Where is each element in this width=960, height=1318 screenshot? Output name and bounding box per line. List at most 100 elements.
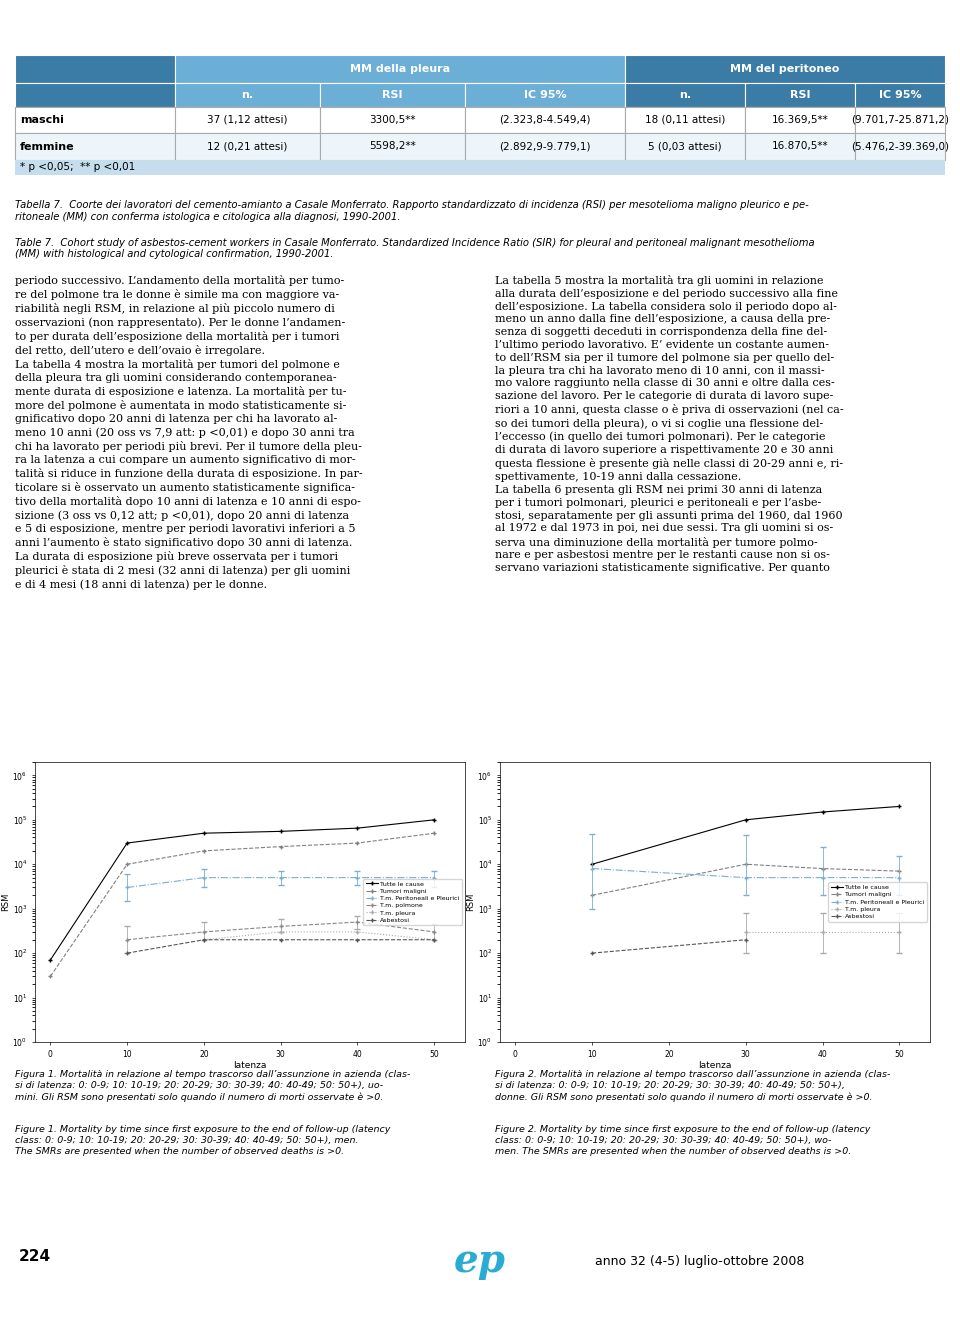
Text: * p <0,05;  ** p <0,01: * p <0,05; ** p <0,01 (20, 162, 135, 173)
Line: T.m. pleura: T.m. pleura (744, 929, 901, 934)
Bar (625, 83, 745, 107)
Bar (15, 159, 945, 175)
T.m. Peritoneali e Pleurici (740, 870, 752, 886)
Text: Table 7.  Cohort study of asbestos-cement workers in Casale Monferrato. Standard: Table 7. Cohort study of asbestos-cement… (15, 237, 815, 260)
Text: 12 (0,21 attesi): 12 (0,21 attesi) (207, 141, 288, 152)
Text: 3300,5**: 3300,5** (370, 115, 416, 125)
Bar (745, 133, 855, 159)
Bar (855, 133, 945, 159)
Tumori maligni (121, 857, 132, 873)
Line: T.m. polmone: T.m. polmone (125, 920, 437, 942)
Bar (15, 133, 175, 159)
Tumori maligni (198, 844, 209, 859)
Tutte le cause (198, 825, 209, 841)
Tutte le cause (428, 812, 440, 828)
T.m. polmone (121, 932, 132, 948)
Text: IC 95%: IC 95% (524, 90, 566, 100)
Text: (2.892,9-9.779,1): (2.892,9-9.779,1) (499, 141, 590, 152)
T.m. Peritoneali e Pleurici (428, 870, 440, 886)
Legend: Tutte le cause, Tumori maligni, T.m. Peritoneali e Pleurici, T.m. pleura, Asbest: Tutte le cause, Tumori maligni, T.m. Per… (828, 882, 926, 921)
Bar (625, 107, 745, 133)
Tutte le cause (351, 820, 363, 836)
Bar (625, 133, 745, 159)
Bar (855, 107, 945, 133)
Legend: Tutte le cause, Tumori maligni, T.m. Peritoneali e Pleurici, T.m. polmone, T.m. : Tutte le cause, Tumori maligni, T.m. Per… (363, 879, 462, 925)
Tumori maligni (44, 969, 56, 985)
Tutte le cause (44, 952, 56, 967)
Bar (15, 55, 175, 83)
Line: T.m. Peritoneali e Pleurici: T.m. Peritoneali e Pleurici (125, 875, 437, 890)
Tumori maligni (740, 857, 752, 873)
Text: (5.476,2-39.369,0): (5.476,2-39.369,0) (851, 141, 949, 152)
Tumori maligni (894, 863, 905, 879)
Asbestosi (121, 945, 132, 961)
Bar (625, 55, 945, 83)
Bar (320, 107, 465, 133)
Text: 224: 224 (19, 1248, 51, 1264)
Text: periodo successivo. L’andamento della mortalità per tumo-
re del polmone tra le : periodo successivo. L’andamento della mo… (15, 275, 363, 589)
T.m. polmone (198, 924, 209, 940)
T.m. Peritoneali e Pleurici (198, 870, 209, 886)
Text: 5 (0,03 attesi): 5 (0,03 attesi) (648, 141, 722, 152)
Text: n.: n. (679, 90, 691, 100)
Bar (175, 133, 320, 159)
Text: RSI: RSI (790, 90, 810, 100)
Text: maschi: maschi (20, 115, 64, 125)
Line: Asbestosi: Asbestosi (590, 937, 748, 956)
Line: Tumori maligni: Tumori maligni (48, 832, 437, 978)
T.m. pleura (351, 924, 363, 940)
Tumori maligni (275, 838, 286, 854)
Bar (15, 83, 175, 107)
T.m. polmone (351, 915, 363, 931)
Y-axis label: RSM: RSM (466, 892, 474, 911)
Text: femmine: femmine (20, 141, 75, 152)
Text: RSI: RSI (382, 90, 403, 100)
T.m. Peritoneali e Pleurici (275, 870, 286, 886)
Line: Tumori maligni: Tumori maligni (590, 862, 901, 898)
Bar (175, 55, 625, 83)
Y-axis label: RSM: RSM (1, 892, 10, 911)
T.m. polmone (275, 919, 286, 934)
Line: Tutte le cause: Tutte le cause (48, 817, 437, 962)
Line: T.m. pleura: T.m. pleura (202, 929, 437, 942)
Text: 16.870,5**: 16.870,5** (772, 141, 828, 152)
Text: La tabella 5 mostra la mortalità tra gli uomini in relazione
alla durata dell’es: La tabella 5 mostra la mortalità tra gli… (495, 275, 844, 573)
Bar (465, 133, 625, 159)
Text: MM del peritoneo: MM del peritoneo (731, 65, 840, 74)
Text: Figura 1. Mortalità in relazione al tempo trascorso dall’assunzione in azienda (: Figura 1. Mortalità in relazione al temp… (15, 1070, 410, 1102)
Text: Tabella 7.  Coorte dei lavoratori del cemento-amianto a Casale Monferrato. Rappo: Tabella 7. Coorte dei lavoratori del cem… (15, 200, 808, 221)
Asbestosi (740, 932, 752, 948)
Bar (465, 107, 625, 133)
Text: MM della pleura: MM della pleura (350, 65, 450, 74)
Tumori maligni (587, 887, 598, 903)
T.m. pleura (894, 924, 905, 940)
Line: Asbestosi: Asbestosi (125, 937, 437, 956)
Text: Figure 1. Mortality by time since first exposure to the end of follow-up (latenc: Figure 1. Mortality by time since first … (15, 1126, 391, 1156)
X-axis label: latenza: latenza (698, 1061, 732, 1070)
Asbestosi (351, 932, 363, 948)
Text: 5598,2**: 5598,2** (370, 141, 416, 152)
T.m. pleura (275, 924, 286, 940)
Bar (320, 133, 465, 159)
Line: Tutte le cause: Tutte le cause (590, 804, 901, 866)
Bar (15, 107, 175, 133)
Text: anno 32 (4-5) luglio-ottobre 2008: anno 32 (4-5) luglio-ottobre 2008 (595, 1255, 804, 1268)
Tutte le cause (894, 799, 905, 815)
Tumori maligni (428, 825, 440, 841)
Line: T.m. Peritoneali e Pleurici: T.m. Peritoneali e Pleurici (590, 866, 901, 879)
Text: Figura 2. Mortalità in relazione al tempo trascorso dall’assunzione in azienda (: Figura 2. Mortalità in relazione al temp… (495, 1070, 890, 1102)
T.m. pleura (198, 932, 209, 948)
Asbestosi (428, 932, 440, 948)
T.m. pleura (817, 924, 828, 940)
Text: IC 95%: IC 95% (878, 90, 922, 100)
T.m. Peritoneali e Pleurici (351, 870, 363, 886)
Asbestosi (198, 932, 209, 948)
Bar (320, 83, 465, 107)
Tumori maligni (351, 836, 363, 851)
Tutte le cause (275, 824, 286, 840)
Tutte le cause (817, 804, 828, 820)
T.m. Peritoneali e Pleurici (817, 870, 828, 886)
Text: ep: ep (454, 1243, 506, 1280)
Text: 18 (0,11 attesi): 18 (0,11 attesi) (645, 115, 725, 125)
T.m. pleura (740, 924, 752, 940)
